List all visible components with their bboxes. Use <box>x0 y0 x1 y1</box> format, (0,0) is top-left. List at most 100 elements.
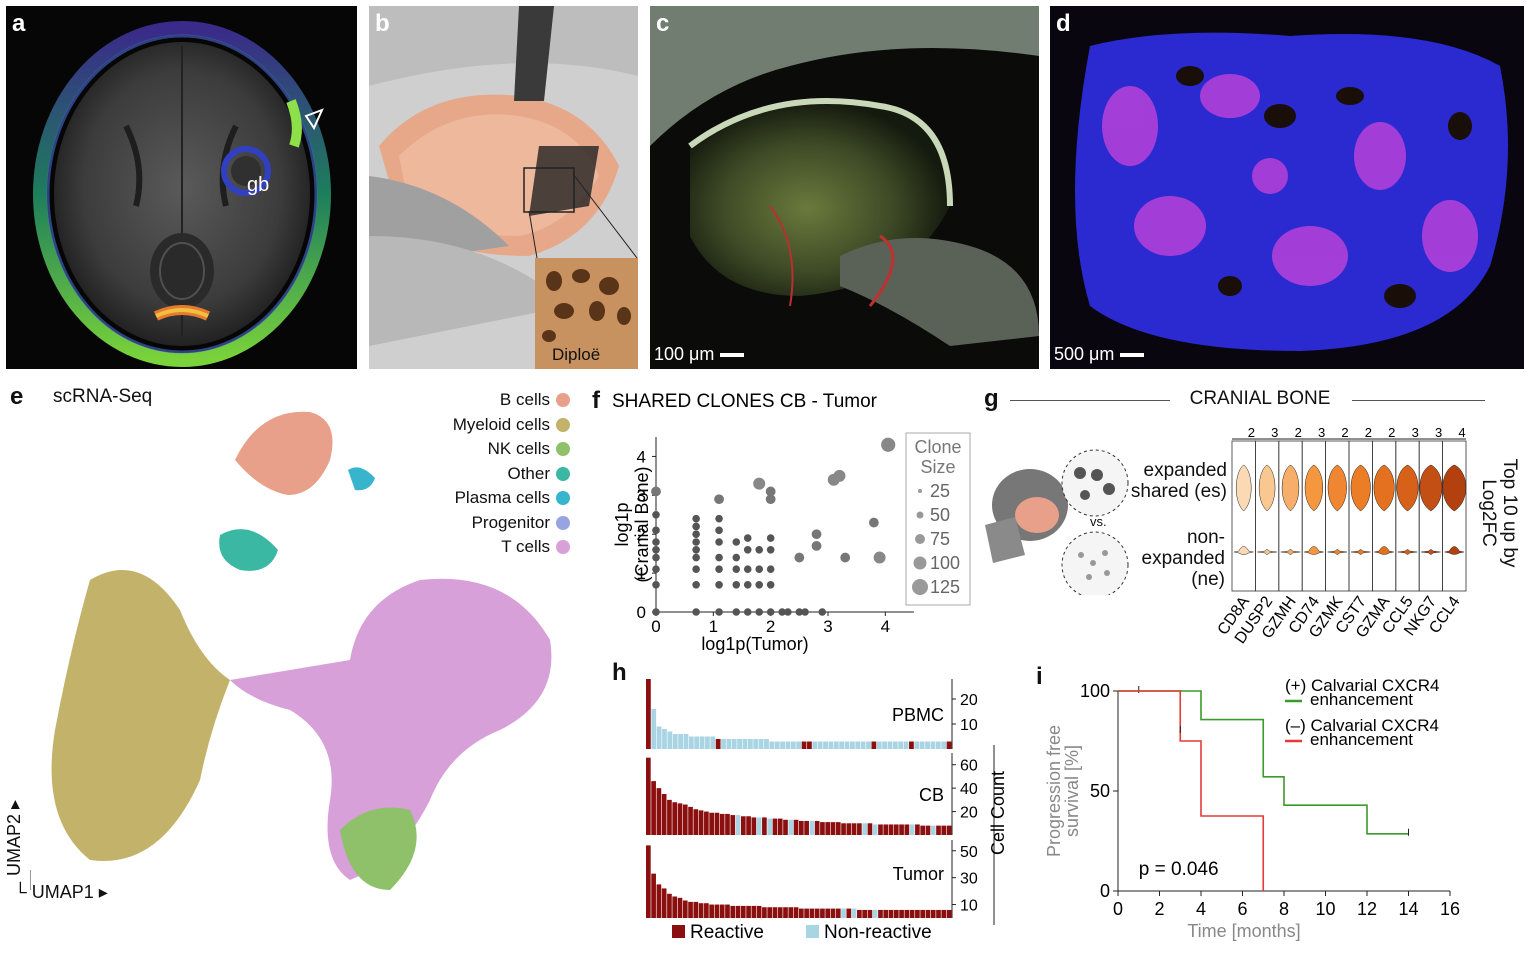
bar <box>909 909 915 918</box>
violin-es <box>1304 464 1323 512</box>
panel-e-label: e <box>10 383 24 410</box>
legend-swatch <box>556 417 570 432</box>
x-tick-label: 0 <box>651 617 660 636</box>
size-legend-dot <box>912 579 928 595</box>
bar <box>651 781 656 835</box>
bar <box>772 818 778 835</box>
violin-column-frame <box>1371 440 1397 592</box>
scatter-point <box>715 565 723 574</box>
bar <box>769 741 775 749</box>
chart-title: SHARED CLONES CB - Tumor <box>612 391 878 412</box>
bar <box>774 741 780 749</box>
legend-item: Progenitor <box>410 511 570 536</box>
bar <box>904 909 910 918</box>
scatter-point <box>692 522 700 531</box>
bar <box>677 803 683 835</box>
bar <box>888 909 894 918</box>
y-tick-label: 10 <box>960 717 978 734</box>
violin-ne <box>1350 549 1371 555</box>
bar <box>704 811 709 835</box>
x-tick-label: 3 <box>823 617 832 636</box>
bar <box>846 823 852 835</box>
violin-ne <box>1374 546 1394 555</box>
bar <box>725 904 730 918</box>
bar <box>694 736 700 749</box>
panel-g-label: g <box>984 385 999 412</box>
scale-tick-label: 4 <box>1458 425 1465 440</box>
bar <box>825 822 831 835</box>
scatter-point <box>743 545 752 554</box>
bar <box>731 739 737 749</box>
legend-swatch-reactive <box>672 925 685 938</box>
bar <box>719 904 725 918</box>
scatter-point <box>840 552 851 563</box>
bar <box>758 739 764 749</box>
panel-a-mri-image <box>6 6 357 369</box>
y-label-line: (Cranial Bone) <box>632 466 652 582</box>
legend-item: Other <box>410 462 570 487</box>
panel-a-label: a <box>12 10 26 37</box>
legend-swatch <box>556 466 570 481</box>
y-tick-label: 10 <box>960 898 978 915</box>
bar <box>682 804 688 835</box>
x-tick-label: 8 <box>1279 899 1289 919</box>
bar <box>804 820 809 835</box>
bar <box>714 904 720 918</box>
bar <box>862 823 867 835</box>
bar <box>667 731 673 749</box>
log2fc-label: Top 10 up by Log2FC <box>1478 458 1520 568</box>
legend-label: (+) Calvarial CXCR4 <box>1285 676 1439 695</box>
scatter-point <box>715 580 723 589</box>
bar <box>767 907 773 918</box>
scatter-point <box>818 608 827 616</box>
legend-label: NK cells <box>487 439 550 459</box>
bar <box>762 907 767 918</box>
violin-es <box>1350 464 1371 512</box>
scatter-point <box>766 534 775 542</box>
scatter-point <box>765 494 776 505</box>
bar <box>876 741 882 749</box>
bar <box>646 679 651 749</box>
bar <box>756 817 762 835</box>
umap-cluster-t-cells <box>230 578 552 880</box>
scatter-point <box>811 529 822 540</box>
scatter-point <box>715 553 723 562</box>
legend-item: NK cells <box>410 437 570 462</box>
umap-plot <box>30 411 552 890</box>
scale-tick-label: 2 <box>1341 425 1348 440</box>
scatter-point <box>766 608 775 616</box>
legend-item: T cells <box>410 535 570 560</box>
bar <box>740 816 746 835</box>
bar <box>693 901 699 918</box>
y-tick-label: 2 <box>637 525 646 544</box>
violin-column-frame <box>1418 440 1443 592</box>
bar <box>672 802 678 835</box>
bar <box>833 741 839 749</box>
size-legend-dot <box>915 534 925 544</box>
violin-column-frame <box>1348 440 1373 592</box>
violin-ne <box>1327 549 1348 555</box>
legend-label: (–) Calvarial CXCR4 <box>1285 716 1439 735</box>
bar <box>730 905 736 918</box>
scatter-point <box>732 565 741 574</box>
bar <box>785 741 791 749</box>
bar <box>788 819 794 835</box>
umap1-axis-label: └ UMAP1 ▸ <box>14 882 108 902</box>
umap-cluster-nk-cells <box>340 807 417 890</box>
survival-curve <box>1118 690 1265 891</box>
scatter-point <box>652 565 660 574</box>
size-legend-dot <box>913 556 927 570</box>
panel-e-title: scRNA-Seq <box>53 386 153 407</box>
y-tick-label: 30 <box>960 871 978 888</box>
bar <box>936 825 941 835</box>
scatter-point <box>715 514 723 523</box>
legend-label: Reactive <box>690 922 764 943</box>
bar <box>814 908 820 918</box>
violin-column-frame <box>1231 440 1256 592</box>
scatter-point <box>766 565 775 574</box>
legend-swatch <box>556 442 570 457</box>
bar <box>705 736 710 749</box>
bar <box>867 909 873 918</box>
panel-d-label: d <box>1056 10 1071 37</box>
